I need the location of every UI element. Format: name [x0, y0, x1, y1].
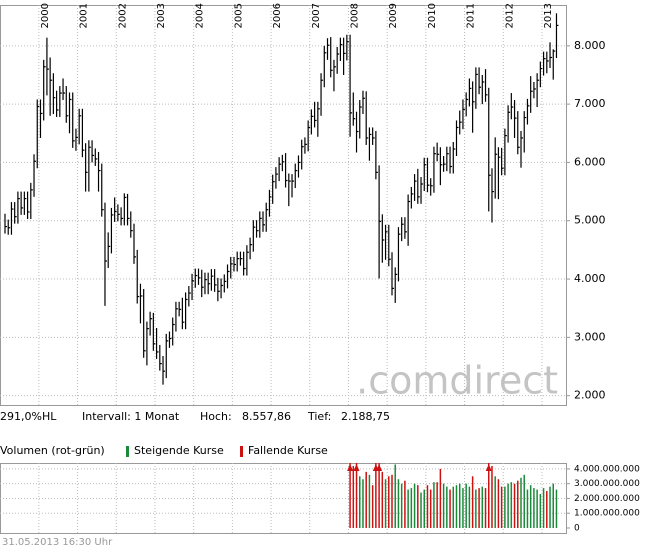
info-high-label: Hoch: — [200, 410, 232, 423]
y-tick-label: 2.000 — [574, 389, 606, 402]
legend-swatch — [126, 446, 129, 457]
price-panel — [0, 5, 567, 406]
legend-label: Steigende Kurse — [134, 444, 224, 457]
y-tick-label: 6.000 — [574, 155, 606, 168]
volume-bars — [349, 463, 558, 528]
x-tick-label: 2011 — [466, 3, 477, 28]
volume-y-tick-label: 0 — [574, 523, 580, 533]
y-tick-label: 4.000 — [574, 272, 606, 285]
x-tick-label: 2007 — [311, 3, 322, 28]
info-low-label: Tief: — [307, 410, 331, 423]
x-tick-label: 2009 — [388, 3, 399, 28]
watermark: .comdirect — [356, 359, 558, 403]
x-tick-label: 2002 — [117, 3, 128, 28]
info-high-value: 8.557,86 — [242, 410, 291, 423]
x-tick-label: 2005 — [233, 3, 244, 28]
y-tick-label: 7.000 — [574, 97, 606, 110]
overflow-arrow — [485, 464, 492, 471]
x-tick-label: 2008 — [349, 3, 360, 28]
legend-swatch — [240, 446, 243, 457]
volume-title: Volumen (rot-grün) — [0, 444, 105, 457]
info-range: 291,0%HL — [0, 410, 57, 423]
y-tick-label: 3.000 — [574, 330, 606, 343]
y-tick-label: 8.000 — [574, 39, 606, 52]
x-tick-label: 2010 — [427, 3, 438, 28]
overflow-arrow — [376, 464, 383, 471]
x-tick-label: 2012 — [504, 3, 515, 28]
overflow-arrow — [353, 464, 360, 471]
volume-y-tick-label: 2.000.000.000 — [574, 494, 640, 504]
x-tick-label: 2013 — [543, 3, 554, 28]
volume-y-tick-label: 3.000.000.000 — [574, 479, 640, 489]
y-tick-label: 5.000 — [574, 214, 606, 227]
volume-y-tick-label: 4.000.000.000 — [574, 464, 640, 474]
x-tick-label: 2004 — [195, 3, 206, 28]
x-tick-label: 2006 — [272, 3, 283, 28]
x-tick-label: 2003 — [156, 3, 167, 28]
x-tick-label: 2001 — [79, 3, 90, 28]
info-interval: Intervall: 1 Monat — [82, 410, 180, 423]
overflow-arrow — [347, 464, 354, 471]
volume-y-tick-label: 1.000.000.000 — [574, 509, 640, 519]
info-low-value: 2.188,75 — [341, 410, 390, 423]
footer: 31.05.2013 16:30 Uhr — [2, 537, 113, 548]
x-tick-label: 2000 — [40, 3, 51, 28]
legend-label: Fallende Kurse — [248, 444, 328, 457]
